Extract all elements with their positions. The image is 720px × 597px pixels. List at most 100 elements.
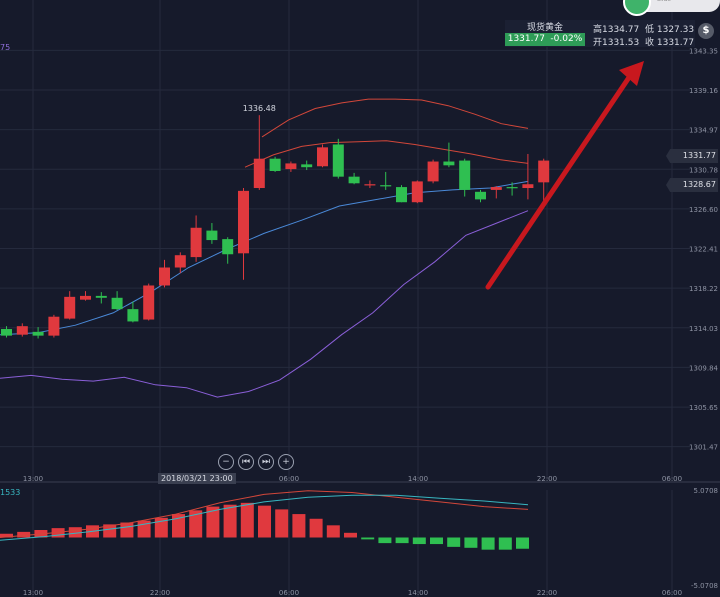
y-tick-label: 1339.16	[689, 87, 718, 95]
y-tick-label: 1326.60	[689, 206, 718, 214]
high-value: 高1334.77	[593, 25, 640, 35]
y-tick-label: 1314.03	[689, 325, 718, 333]
macd-histogram-bar	[154, 517, 168, 538]
price-change: -0.02%	[550, 34, 583, 44]
candle-body	[317, 147, 328, 167]
candle-body	[427, 161, 439, 182]
candle-body	[348, 176, 360, 184]
y-tick-label: 1318.22	[689, 285, 718, 293]
macd-histogram-bar	[206, 506, 220, 538]
macd-histogram-bar	[0, 533, 13, 538]
sub-x-tick-label: 13:00	[23, 589, 43, 597]
candle-body	[411, 181, 423, 203]
instrument-name: 现货黄金	[526, 23, 563, 33]
lower-left-indicator-label: 1533	[0, 488, 20, 497]
candle-body	[159, 267, 170, 286]
macd-histogram-bar	[223, 504, 237, 538]
macd-histogram-bar	[240, 502, 254, 538]
sub-y-tick-label: 5.0708	[694, 487, 719, 495]
macd-line-red	[0, 490, 529, 538]
slide-toggle[interactable]: slide	[623, 0, 720, 16]
macd-histogram-bar	[326, 525, 340, 538]
quote-box: 现货黄金 1331.77 -0.02% 高1334.77 低 1327.33 开…	[505, 20, 695, 48]
candle-body	[459, 160, 471, 190]
sub-x-tick-label: 06:00	[279, 589, 299, 597]
candle-body	[206, 230, 218, 241]
arrow-head	[619, 61, 644, 86]
candle-body	[285, 163, 297, 170]
candle-body	[253, 158, 265, 189]
candle-body	[32, 331, 44, 336]
candles	[1, 115, 550, 339]
last-page-button[interactable]: ⏭	[258, 454, 274, 470]
x-tick-label: 06:00	[662, 475, 682, 483]
candle-body	[64, 296, 76, 319]
candle-body	[332, 144, 344, 177]
sub-grid: 5.0708 -5.0708 13:00 22:00 06:00 14:00 22:00 06…	[23, 487, 718, 597]
candle-body	[95, 295, 107, 298]
y-axis-ticks: 1343.35 1339.16 1334.97 1330.78 1326.60 1322.…	[689, 47, 718, 451]
low-value: 低 1327.33	[645, 25, 695, 35]
macd-histogram-bar	[172, 514, 185, 538]
candle-body	[48, 316, 60, 336]
macd-histogram-bar	[292, 514, 306, 538]
candle-body	[538, 160, 550, 183]
macd-histogram-bar	[309, 518, 323, 538]
zoom-controls: − ⏮ ⏭ +	[218, 454, 294, 470]
candle-body	[127, 309, 139, 322]
macd-histogram-bar	[412, 537, 426, 545]
macd-histogram-bar	[258, 505, 271, 538]
zoom-in-button[interactable]: +	[278, 454, 294, 470]
x-tick-label: 06:00	[279, 475, 299, 483]
x-tick-label: 13:00	[23, 475, 43, 483]
candle-body	[506, 187, 518, 189]
macd-histogram-bar	[103, 524, 117, 538]
purple-average-line	[0, 210, 529, 398]
y-tick-label: 1343.35	[689, 47, 718, 55]
arrow-shaft	[485, 67, 637, 290]
macd-histogram-bar	[498, 537, 512, 550]
macd-histogram-bar	[395, 537, 409, 544]
candle-body	[269, 158, 281, 171]
band-lines	[0, 98, 529, 398]
macd-histogram-bar	[516, 537, 529, 549]
first-page-button[interactable]: ⏮	[238, 454, 254, 470]
macd-histogram-bar	[275, 509, 289, 538]
zoom-out-button[interactable]: −	[218, 454, 234, 470]
candle-body	[522, 184, 534, 189]
upper-band-line	[261, 98, 529, 138]
y-tick-label: 1330.78	[689, 166, 718, 174]
open-value: 开1331.53	[593, 38, 640, 48]
high-annotation-label: 1336.48	[243, 104, 276, 113]
sub-x-tick-label: 06:00	[662, 589, 682, 597]
candle-body	[396, 187, 407, 203]
x-tick-label: 22:00	[537, 475, 557, 483]
price-badge: 1331.77 -0.02%	[505, 33, 585, 46]
macd-histogram-bar	[481, 537, 495, 550]
y-tick-label: 1301.47	[689, 444, 718, 452]
red-arrow-annotation	[485, 61, 644, 290]
candle-body	[301, 164, 313, 168]
macd-histogram-bar	[120, 522, 134, 538]
candle-body	[380, 185, 392, 187]
main-grid	[0, 0, 720, 483]
sub-x-tick-label: 14:00	[408, 589, 428, 597]
candle-body	[475, 191, 486, 200]
candle-body	[80, 295, 91, 300]
candle-body	[111, 297, 123, 310]
candle-body	[443, 161, 455, 166]
y-tick-label: 1305.65	[689, 404, 718, 412]
macd-histogram-bar	[344, 532, 357, 538]
sub-x-tick-label: 22:00	[150, 589, 170, 597]
sub-y-tick-label: -5.0708	[691, 582, 718, 590]
dollar-icon[interactable]: $	[698, 23, 714, 39]
macd-histogram-bar	[17, 531, 31, 538]
candle-body	[174, 255, 186, 268]
macd-histogram-bar	[464, 537, 478, 548]
candle-body	[238, 190, 249, 254]
y-tick-label: 1309.84	[689, 364, 718, 372]
toggle-label: slide	[657, 0, 671, 3]
y-tick-label: 1322.41	[689, 245, 718, 253]
candle-body	[190, 227, 202, 258]
